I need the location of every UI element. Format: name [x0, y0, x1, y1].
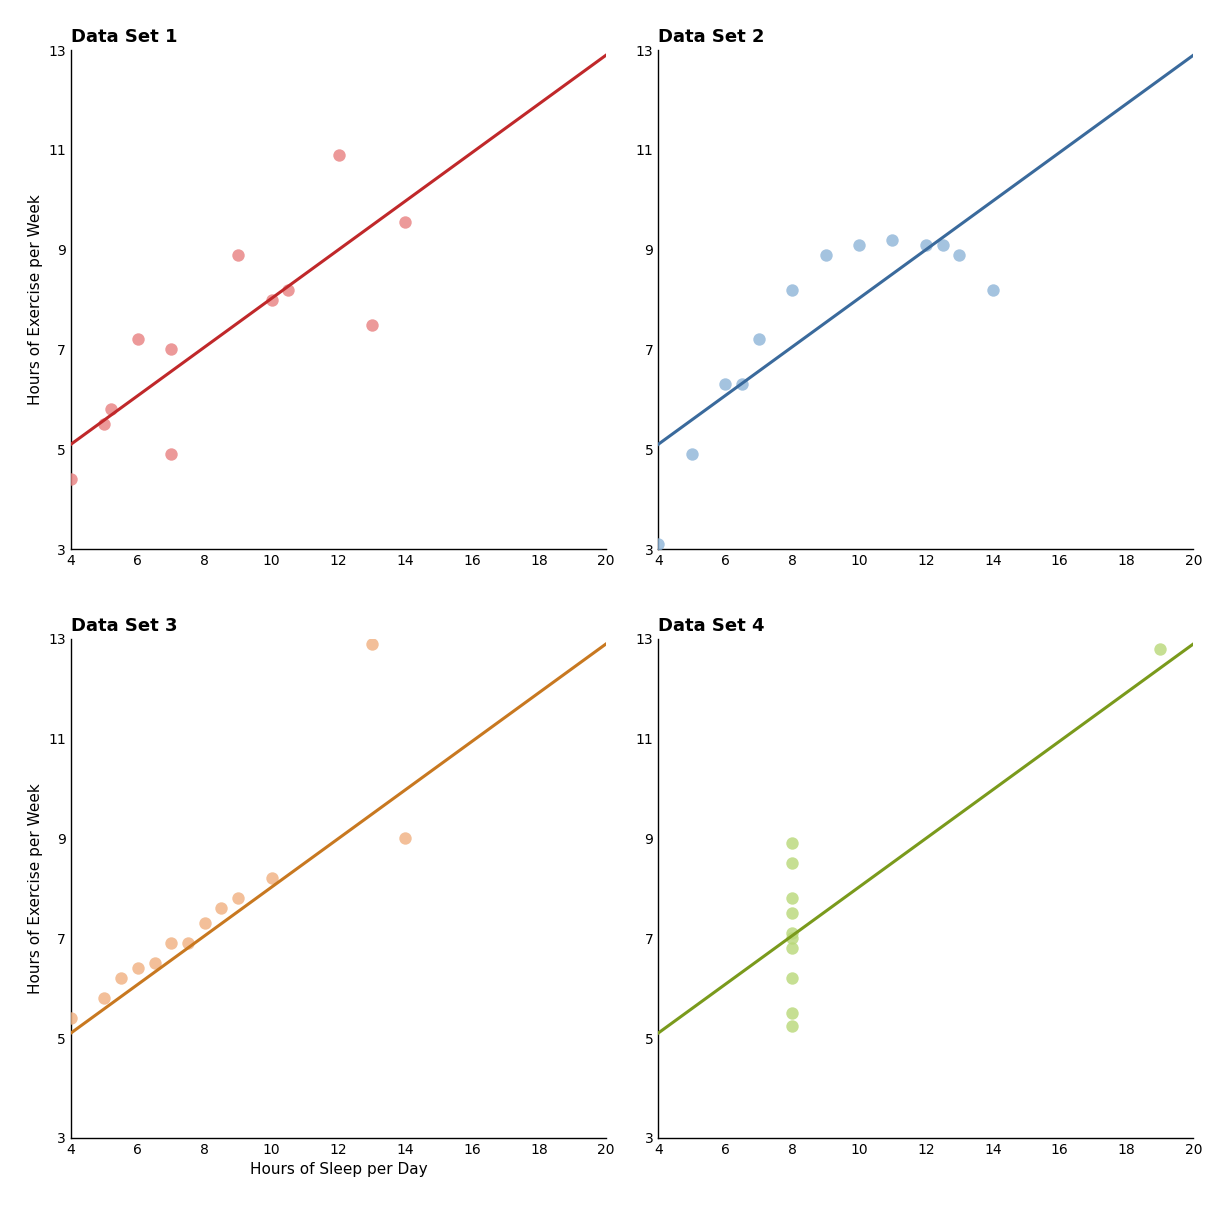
Point [815, 245, 835, 264]
Point [782, 280, 802, 299]
Point [145, 953, 165, 972]
Point [1150, 639, 1170, 658]
Point [732, 375, 752, 394]
Point [716, 375, 736, 394]
Point [396, 212, 416, 231]
Point [62, 1009, 81, 1028]
Point [111, 969, 130, 988]
Point [932, 235, 952, 254]
Point [749, 330, 769, 349]
Point [161, 340, 181, 359]
Point [178, 934, 198, 953]
Point [101, 400, 121, 419]
Point [194, 913, 214, 933]
Point [782, 939, 802, 958]
Point [128, 330, 148, 349]
Y-axis label: Hours of Exercise per Week: Hours of Exercise per Week [28, 783, 43, 994]
Point [782, 854, 802, 874]
Point [782, 969, 802, 988]
Point [782, 1016, 802, 1035]
Point [782, 929, 802, 948]
Point [278, 280, 298, 299]
Point [883, 230, 903, 249]
Point [362, 634, 381, 653]
Point [849, 235, 868, 254]
X-axis label: Hours of Sleep per Day: Hours of Sleep per Day [250, 1162, 427, 1177]
Point [681, 445, 701, 464]
Point [782, 888, 802, 907]
Text: Data Set 2: Data Set 2 [658, 28, 765, 46]
Point [782, 923, 802, 942]
Point [362, 315, 381, 334]
Point [782, 834, 802, 853]
Text: Data Set 1: Data Set 1 [71, 28, 177, 46]
Point [161, 445, 181, 464]
Y-axis label: Hours of Exercise per Week: Hours of Exercise per Week [28, 194, 43, 405]
Point [95, 415, 114, 434]
Point [229, 888, 248, 907]
Point [128, 958, 148, 977]
Point [95, 988, 114, 1007]
Text: Data Set 4: Data Set 4 [658, 617, 765, 635]
Point [916, 235, 936, 254]
Point [328, 146, 348, 165]
Point [212, 899, 231, 918]
Point [782, 904, 802, 923]
Point [648, 535, 668, 554]
Point [950, 245, 969, 264]
Point [161, 934, 181, 953]
Point [62, 470, 81, 489]
Text: Data Set 3: Data Set 3 [71, 617, 177, 635]
Point [262, 869, 282, 888]
Point [782, 1004, 802, 1023]
Point [262, 290, 282, 310]
Point [229, 245, 248, 264]
Point [983, 280, 1002, 299]
Point [396, 829, 416, 848]
